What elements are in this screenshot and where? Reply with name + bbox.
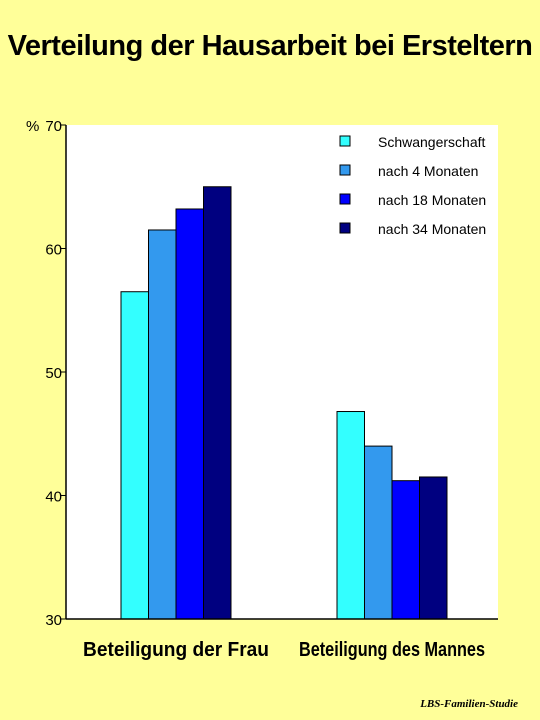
bar-frau-series-2: [148, 229, 177, 620]
legend-swatch: [339, 135, 351, 147]
legend-label: Schwangerschaft: [378, 134, 486, 150]
legend-swatch: [339, 164, 351, 176]
y-unit-label: %: [26, 118, 39, 135]
y-tick-label: 70: [45, 118, 62, 135]
legend-label: nach 34 Monaten: [378, 221, 486, 237]
x-category-label: Beteiligung der Frau: [83, 639, 269, 661]
y-tick-label: 60: [45, 242, 62, 259]
legend-label: nach 18 Monaten: [378, 192, 486, 208]
bar-mann-series-3: [391, 480, 420, 620]
y-ticks: 30 40 50 60 70: [45, 118, 66, 629]
legend: Schwangerschaft nach 4 Monaten nach 18 Mon…: [339, 134, 486, 237]
legend-swatch: [339, 193, 351, 205]
bar-frau-series-4: [203, 186, 232, 620]
footer-credit: LBS-Familien-Studie: [420, 698, 518, 710]
bar-mann-series-4: [419, 476, 448, 620]
y-tick-label: 50: [45, 365, 62, 382]
chart-title: Verteilung der Hausarbeit bei Ersteltern: [7, 30, 533, 62]
y-tick-label: 40: [45, 489, 62, 506]
x-category-label: Beteiligung des Mannes: [299, 639, 485, 661]
legend-swatch: [339, 222, 351, 234]
x-category-labels: Beteiligung der Frau Beteiligung des Mann…: [83, 639, 485, 661]
bars-layer: [120, 186, 448, 620]
bar-frau-series-3: [175, 208, 204, 620]
bar-frau-series-1: [120, 291, 149, 620]
y-tick-label: 30: [45, 612, 62, 629]
bar-mann-series-1: [336, 411, 365, 620]
legend-label: nach 4 Monaten: [378, 163, 478, 179]
bar-mann-series-2: [364, 445, 393, 620]
